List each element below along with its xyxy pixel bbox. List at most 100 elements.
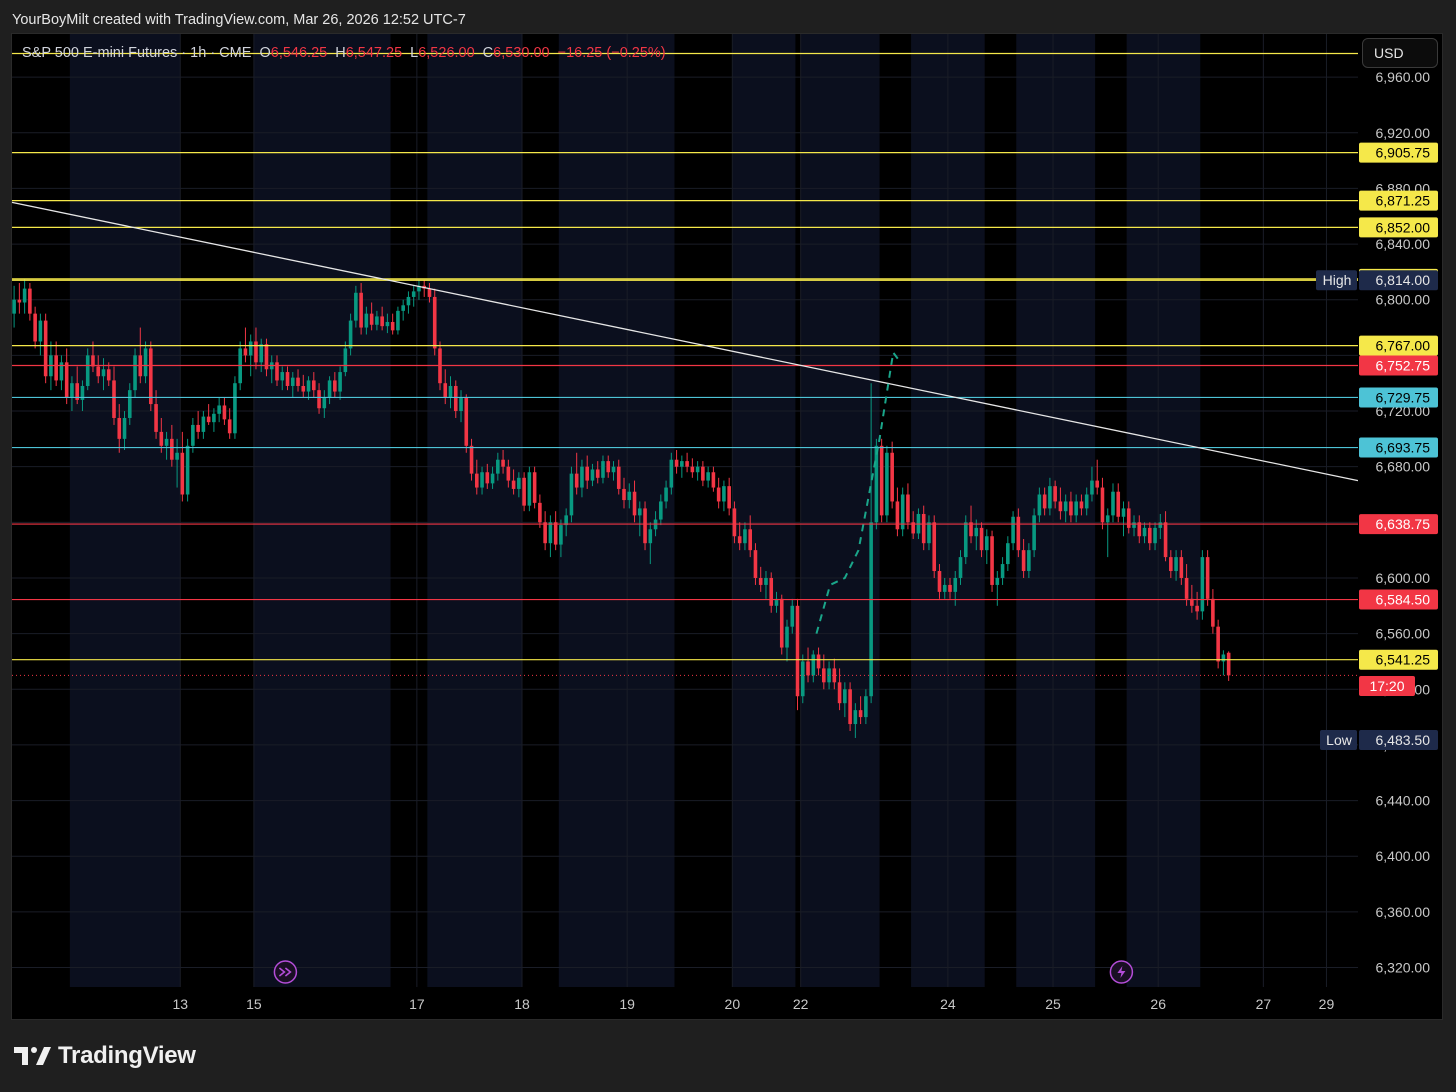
candle-body[interactable] xyxy=(501,459,505,467)
candle-body[interactable] xyxy=(585,466,590,481)
candle-body[interactable] xyxy=(1226,652,1231,676)
candle-body[interactable] xyxy=(963,522,968,558)
candle-body[interactable] xyxy=(275,362,279,381)
candle-body[interactable] xyxy=(380,316,384,327)
candle-body[interactable] xyxy=(375,316,379,325)
candle-body[interactable] xyxy=(222,405,227,420)
candle-body[interactable] xyxy=(38,320,43,342)
candle-body[interactable] xyxy=(680,461,684,467)
candle-body[interactable] xyxy=(306,380,311,392)
candle-body[interactable] xyxy=(616,466,621,489)
candle-body[interactable] xyxy=(411,291,416,297)
candle-body[interactable] xyxy=(595,469,600,478)
candle-body[interactable] xyxy=(664,487,668,502)
candle-body[interactable] xyxy=(159,431,164,446)
candle-body[interactable] xyxy=(974,527,979,537)
candle-body[interactable] xyxy=(580,466,584,488)
candle-body[interactable] xyxy=(127,390,132,418)
candle-body[interactable] xyxy=(464,397,469,446)
candle-body[interactable] xyxy=(648,529,653,544)
candle-body[interactable] xyxy=(322,397,327,409)
candle-body[interactable] xyxy=(1211,598,1215,627)
candle-body[interactable] xyxy=(538,502,542,523)
candle-body[interactable] xyxy=(1163,522,1168,558)
candle-body[interactable] xyxy=(432,296,437,349)
price-axis[interactable] xyxy=(1358,34,1442,987)
candle-body[interactable] xyxy=(1048,486,1052,509)
candle-body[interactable] xyxy=(443,383,448,398)
candle-body[interactable] xyxy=(264,344,269,370)
candle-body[interactable] xyxy=(106,369,111,381)
candle-body[interactable] xyxy=(953,577,958,592)
candle-body[interactable] xyxy=(453,385,458,412)
candle-body[interactable] xyxy=(1105,515,1110,523)
candle-body[interactable] xyxy=(254,341,258,363)
candle-body[interactable] xyxy=(969,522,973,537)
candle-body[interactable] xyxy=(54,355,58,381)
candle-body[interactable] xyxy=(311,380,316,391)
candle-body[interactable] xyxy=(1142,527,1147,537)
candle-body[interactable] xyxy=(469,445,474,474)
candle-body[interactable] xyxy=(1195,605,1199,612)
candle-body[interactable] xyxy=(711,472,716,488)
candle-body[interactable] xyxy=(690,466,695,473)
candle-body[interactable] xyxy=(900,494,905,530)
candle-body[interactable] xyxy=(406,296,411,306)
candle-body[interactable] xyxy=(727,486,731,509)
candle-body[interactable] xyxy=(958,557,963,578)
candle-body[interactable] xyxy=(1205,557,1210,599)
candle-body[interactable] xyxy=(490,473,495,484)
candle-body[interactable] xyxy=(911,522,915,534)
candle-body[interactable] xyxy=(233,383,237,434)
candle-body[interactable] xyxy=(827,668,831,683)
candle-body[interactable] xyxy=(506,466,511,481)
candle-body[interactable] xyxy=(885,452,889,516)
candle-body[interactable] xyxy=(1221,654,1226,662)
candle-body[interactable] xyxy=(1090,480,1094,495)
candle-body[interactable] xyxy=(259,344,264,363)
candle-body[interactable] xyxy=(779,598,784,648)
candle-body[interactable] xyxy=(637,508,642,516)
candle-body[interactable] xyxy=(485,472,490,484)
candle-body[interactable] xyxy=(290,377,295,386)
candle-body[interactable] xyxy=(364,313,369,328)
candle-body[interactable] xyxy=(117,417,122,439)
candle-body[interactable] xyxy=(248,341,253,356)
candle-body[interactable] xyxy=(632,491,637,516)
candle-body[interactable] xyxy=(1084,494,1089,509)
candle-body[interactable] xyxy=(627,491,632,501)
candle-body[interactable] xyxy=(1006,543,1010,565)
candle-body[interactable] xyxy=(33,313,37,342)
trendline[interactable] xyxy=(11,201,1359,482)
candle-body[interactable] xyxy=(285,372,290,386)
candle-body[interactable] xyxy=(401,305,405,311)
candle-body[interactable] xyxy=(191,424,195,446)
candle-body[interactable] xyxy=(764,577,768,585)
candle-body[interactable] xyxy=(732,508,737,537)
candle-body[interactable] xyxy=(569,473,574,516)
candle-body[interactable] xyxy=(811,654,816,676)
candle-body[interactable] xyxy=(1095,480,1100,488)
candle-body[interactable] xyxy=(685,461,689,467)
candle-body[interactable] xyxy=(1053,486,1057,502)
candle-body[interactable] xyxy=(85,355,90,386)
candle-body[interactable] xyxy=(743,529,747,544)
candle-body[interactable] xyxy=(369,313,374,325)
candle-body[interactable] xyxy=(390,321,395,331)
forecast-path[interactable] xyxy=(815,350,902,634)
candle-body[interactable] xyxy=(359,292,363,328)
candle-body[interactable] xyxy=(1027,550,1031,572)
candle-body[interactable] xyxy=(1116,491,1121,517)
candle-body[interactable] xyxy=(795,605,800,697)
candle-body[interactable] xyxy=(122,417,127,439)
candle-body[interactable] xyxy=(1153,527,1157,544)
candle-body[interactable] xyxy=(774,598,779,606)
candle-body[interactable] xyxy=(227,419,232,434)
candle-body[interactable] xyxy=(695,466,700,473)
candle-body[interactable] xyxy=(532,472,537,503)
candle-body[interactable] xyxy=(517,477,521,489)
candle-body[interactable] xyxy=(175,452,179,460)
candle-body[interactable] xyxy=(995,577,1000,585)
candle-body[interactable] xyxy=(448,385,453,398)
